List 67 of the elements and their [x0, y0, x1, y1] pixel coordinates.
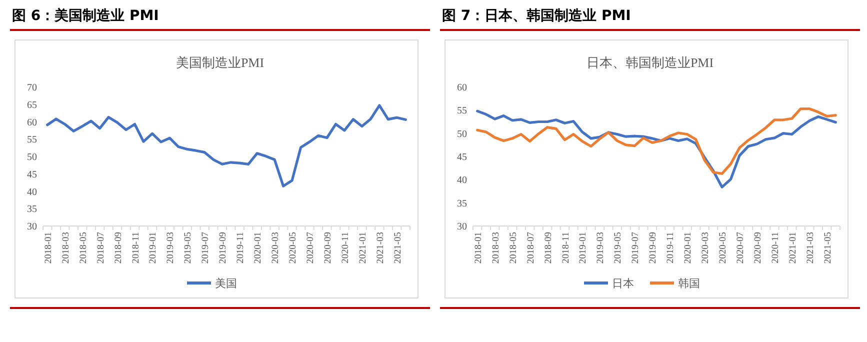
x-tick-label: 2018-03	[61, 232, 72, 264]
x-tick-label: 2019-09	[218, 232, 229, 264]
x-tick-label: 2018-01	[474, 232, 484, 264]
legend-label: 韩国	[678, 277, 700, 290]
x-tick-label: 2019-05	[614, 232, 624, 264]
x-tick-label: 2021-05	[823, 232, 834, 264]
y-tick-label: 60	[27, 117, 37, 128]
y-tick-label: 40	[27, 186, 37, 198]
line-series	[476, 107, 837, 175]
x-tick-label: 2020-01	[254, 232, 264, 264]
x-tick-label: 2019-09	[648, 232, 659, 264]
x-tick-label: 2020-01	[684, 232, 694, 264]
x-tick-label: 2018-03	[491, 232, 502, 264]
y-tick-label: 30	[457, 222, 467, 232]
legend-label: 日本	[612, 277, 634, 290]
y-tick-label: 30	[27, 222, 37, 232]
x-tick-label: 2019-11	[666, 232, 676, 264]
x-tick-label: 2019-01	[578, 232, 589, 264]
chart-title: 图 6：美国制造业 PMI	[12, 7, 159, 24]
x-tick-label: 2018-05	[78, 232, 89, 264]
x-tick-label: 2019-05	[184, 232, 194, 264]
x-tick-label: 2019-07	[201, 232, 212, 264]
x-tick-label: 2019-11	[236, 232, 246, 264]
chart-subtitle: 日本、韩国制造业PMI	[586, 55, 714, 70]
x-tick-label: 2021-05	[393, 232, 404, 264]
x-tick-label: 2018-07	[526, 232, 536, 264]
x-tick-label: 2020-07	[736, 232, 746, 264]
x-tick-label: 2020-03	[701, 232, 712, 264]
x-tick-label: 2020-05	[288, 232, 299, 264]
y-tick-label: 70	[27, 82, 37, 94]
x-tick-label: 2020-11	[340, 232, 351, 264]
x-tick-label: 2019-03	[596, 232, 606, 264]
y-tick-label: 50	[27, 152, 37, 163]
legend-label: 美国	[215, 277, 237, 290]
x-tick-label: 2018-01	[44, 232, 54, 264]
x-tick-label: 2018-05	[508, 232, 519, 264]
x-tick-label: 2018-09	[544, 232, 554, 264]
y-tick-label: 45	[457, 152, 467, 163]
y-tick-label: 45	[27, 169, 37, 180]
line-series	[46, 104, 407, 188]
x-tick-label: 2018-11	[561, 232, 572, 264]
x-tick-label: 2018-11	[131, 232, 142, 264]
x-tick-label: 2018-07	[96, 232, 106, 264]
x-tick-label: 2020-09	[323, 232, 334, 264]
x-tick-label: 2019-07	[631, 232, 642, 264]
y-tick-label: 35	[457, 198, 467, 210]
x-tick-label: 2020-07	[306, 232, 316, 264]
x-tick-label: 2020-05	[718, 232, 729, 264]
chart-title: 图 7：日本、韩国制造业 PMI	[442, 8, 631, 24]
x-tick-label: 2019-01	[148, 232, 159, 264]
chart-subtitle: 美国制造业PMI	[176, 55, 264, 70]
y-tick-label: 55	[27, 134, 37, 146]
x-tick-label: 2020-11	[770, 232, 781, 264]
y-tick-label: 55	[457, 106, 467, 117]
y-tick-label: 50	[457, 128, 467, 140]
y-tick-label: 65	[27, 100, 37, 111]
y-tick-label: 60	[457, 82, 467, 94]
y-tick-label: 35	[27, 204, 37, 216]
x-tick-label: 2019-03	[166, 232, 176, 264]
x-tick-label: 2021-03	[806, 232, 816, 264]
x-tick-label: 2021-01	[788, 232, 798, 264]
x-tick-label: 2018-09	[114, 232, 124, 264]
x-tick-label: 2020-09	[753, 232, 764, 264]
x-tick-label: 2021-03	[376, 232, 386, 264]
y-tick-label: 40	[457, 175, 467, 186]
x-tick-label: 2020-03	[271, 232, 282, 264]
x-tick-label: 2021-01	[358, 232, 368, 264]
